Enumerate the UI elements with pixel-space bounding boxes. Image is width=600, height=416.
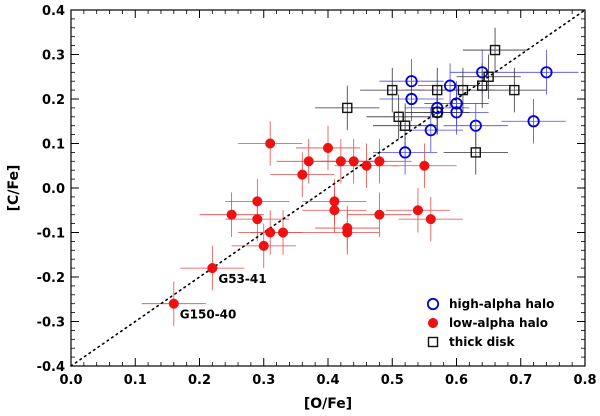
x-axis-title: [O/Fe] [304, 396, 352, 412]
low-alpha-halo-point [168, 298, 179, 309]
thick-disk-point [393, 111, 404, 123]
thick-disk-point [342, 102, 353, 114]
reference-line [70, 9, 586, 367]
low-alpha-halo-point [277, 227, 289, 238]
reference-line-group [70, 9, 586, 367]
low-alpha-halo-point [348, 156, 359, 167]
low-alpha-halo-point [412, 205, 424, 216]
y-tick-label: 0.3 [42, 49, 65, 64]
annotations: G53-41 G150-40 [180, 272, 267, 322]
y-tick-label: 0.2 [42, 93, 65, 108]
low-alpha-halo-point [329, 196, 340, 207]
high-alpha-halo-point [450, 97, 463, 110]
error-bars [141, 27, 579, 326]
legend-marker-thick-disk [427, 336, 439, 348]
low-alpha-halo-point [329, 205, 340, 216]
x-tick-label: 0.5 [381, 373, 404, 388]
data-markers [168, 44, 553, 309]
thick-disk-point [489, 44, 501, 56]
low-alpha-halo-point [252, 196, 263, 207]
low-alpha-halo-point [419, 160, 430, 171]
legend-label: thick disk [449, 335, 516, 349]
high-alpha-halo-point [443, 79, 457, 92]
low-alpha-halo-point [265, 138, 276, 149]
thick-disk-point [483, 71, 494, 82]
y-tick-label: 0.0 [42, 182, 65, 197]
annotation-label: G53-41 [218, 272, 266, 286]
y-tick-label: -0.2 [37, 271, 65, 286]
low-alpha-halo-point [374, 209, 385, 220]
thick-disk-point [387, 84, 398, 96]
x-tick-label: 0.3 [252, 373, 275, 388]
legend-marker-low-alpha-halo [427, 317, 439, 329]
low-alpha-halo-point [335, 156, 346, 167]
annotation-label: G150-40 [180, 308, 237, 322]
high-alpha-halo-point [405, 92, 418, 106]
legend-marker-high-alpha-halo [426, 297, 440, 311]
high-alpha-halo-point [450, 106, 463, 119]
high-alpha-halo-point [527, 115, 540, 128]
low-alpha-halo-point [226, 209, 237, 220]
low-alpha-halo-point [374, 156, 385, 167]
y-tick-label: -0.3 [37, 316, 65, 331]
low-alpha-halo-point [297, 169, 308, 180]
x-tick-label: 0.7 [509, 373, 532, 388]
legend-label: low-alpha halo [449, 316, 548, 330]
thick-disk-point [432, 84, 443, 96]
high-alpha-halo-point [405, 75, 418, 88]
low-alpha-halo-point [258, 240, 269, 251]
thick-disk-point [432, 107, 443, 118]
thick-disk-point [509, 84, 520, 96]
thick-disk-point [457, 84, 469, 96]
low-alpha-halo-point [342, 223, 353, 234]
low-alpha-halo-point [303, 156, 314, 167]
legend: high-alpha halo low-alpha halo thick disk [426, 297, 554, 349]
low-alpha-halo-point [265, 227, 276, 238]
x-tick-label: 0.6 [445, 373, 468, 388]
x-tick-label: 0.4 [316, 373, 339, 388]
legend-label: high-alpha halo [449, 297, 554, 311]
x-tick-label: 0.1 [124, 373, 147, 388]
high-alpha-halo-point [424, 124, 437, 137]
low-alpha-halo-point [425, 214, 436, 225]
low-alpha-halo-point [361, 160, 372, 171]
y-tick-label: 0.4 [42, 4, 65, 19]
y-tick-label: -0.1 [37, 227, 65, 242]
x-tick-label: 0.2 [188, 373, 211, 388]
thick-disk-point [470, 147, 481, 158]
x-tick-label: 0.0 [59, 373, 82, 388]
high-alpha-halo-point [540, 66, 553, 79]
low-alpha-halo-point [207, 263, 218, 274]
thick-disk-point [477, 80, 488, 91]
low-alpha-halo-point [252, 214, 263, 225]
high-alpha-halo-point [398, 146, 412, 159]
axes: 0.0 0.1 0.2 0.3 0.4 0.5 0.6 0.7 0.8 -0.4 -0.3 -0.2 -… [6, 4, 597, 412]
y-tick-label: -0.4 [37, 360, 65, 375]
x-tick-label: 0.8 [573, 373, 596, 388]
y-axis-title: [C/Fe] [6, 165, 22, 212]
low-alpha-halo-point [322, 142, 334, 153]
thick-disk-point [399, 120, 411, 131]
y-tick-label: 0.1 [42, 138, 65, 153]
high-alpha-halo-point [469, 119, 482, 132]
